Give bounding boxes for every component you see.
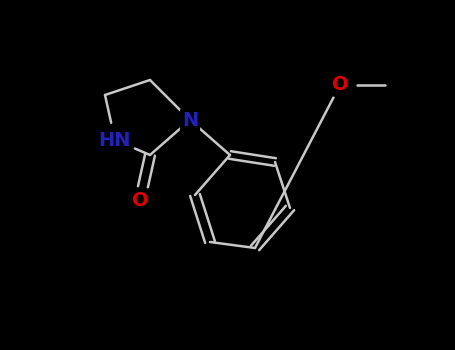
Text: O: O xyxy=(332,76,349,94)
Text: N: N xyxy=(182,111,198,130)
Text: HN: HN xyxy=(99,131,131,149)
Text: O: O xyxy=(131,190,148,210)
